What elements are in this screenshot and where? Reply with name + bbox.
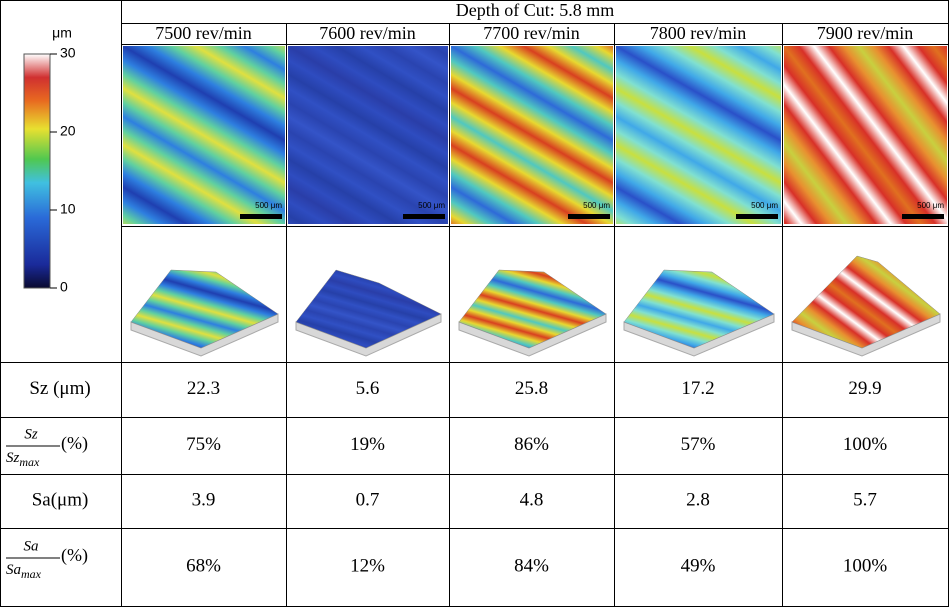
surface-map xyxy=(451,46,613,224)
cell-value: 75% xyxy=(186,434,221,455)
cell-value: 3.9 xyxy=(192,489,216,510)
colorbar xyxy=(23,53,51,289)
unit: (%) xyxy=(61,433,88,454)
colorbar-tick-label: 20 xyxy=(60,123,76,139)
column-header: 7600 rev/min xyxy=(319,23,416,43)
cell-value: 5.6 xyxy=(356,378,380,399)
cell-value: 100% xyxy=(843,434,888,455)
surface-3d xyxy=(458,269,607,349)
denominator: Szmax xyxy=(6,450,40,468)
surface-3d xyxy=(623,269,775,349)
numerator: Sa xyxy=(24,538,39,554)
cell-value: 68% xyxy=(186,555,221,576)
colorbar-tick-label: 10 xyxy=(60,201,76,217)
denominator-text: Sa xyxy=(6,562,21,578)
surface-map xyxy=(288,46,448,224)
cell-value: 0.7 xyxy=(356,489,380,510)
fraction-label: Sa Samax (%) xyxy=(6,538,88,581)
cell-value: 100% xyxy=(843,555,888,576)
scale-bar xyxy=(403,214,445,219)
numerator: Sz xyxy=(24,426,38,442)
colorbar-unit: μm xyxy=(52,25,72,41)
column-header: 7500 rev/min xyxy=(155,23,252,43)
cell-value: 49% xyxy=(681,555,716,576)
subscript: max xyxy=(19,455,40,469)
fraction-label: Sz Szmax (%) xyxy=(6,426,88,469)
surface-map xyxy=(616,46,781,224)
surface-3d xyxy=(130,269,279,349)
column-header: 7900 rev/min xyxy=(817,23,914,43)
scale-bar-label: 500 μm xyxy=(917,201,944,210)
denominator-text: Sz xyxy=(6,450,20,466)
cell-value: 57% xyxy=(681,434,716,455)
cell-value: 5.7 xyxy=(853,489,877,510)
unit: (%) xyxy=(61,545,88,566)
surface-3d xyxy=(295,269,442,349)
cell-value: 22.3 xyxy=(187,378,220,399)
colorbar-tick-label: 30 xyxy=(60,45,76,61)
cell-value: 25.8 xyxy=(515,378,548,399)
scale-bar-label: 500 μm xyxy=(255,201,282,210)
cell-value: 12% xyxy=(350,555,385,576)
denominator: Samax xyxy=(6,562,42,580)
cell-value: 17.2 xyxy=(681,378,714,399)
table-title: Depth of Cut: 5.8 mm xyxy=(456,0,615,20)
scale-bar xyxy=(240,214,282,219)
surface-map xyxy=(123,46,285,224)
scale-bar xyxy=(902,214,944,219)
scale-bar-label: 500 μm xyxy=(418,201,445,210)
cell-value: 4.8 xyxy=(520,489,544,510)
subscript: max xyxy=(21,567,42,581)
cell-value: 2.8 xyxy=(686,489,710,510)
surface-3d xyxy=(791,255,941,349)
cell-value: 29.9 xyxy=(848,378,881,399)
scale-bar-label: 500 μm xyxy=(583,201,610,210)
cell-value: 86% xyxy=(514,434,549,455)
cell-value: 84% xyxy=(514,555,549,576)
column-header: 7700 rev/min xyxy=(483,23,580,43)
cell-value: 19% xyxy=(350,434,385,455)
scale-bar xyxy=(736,214,778,219)
column-header: 7800 rev/min xyxy=(650,23,747,43)
scale-bar xyxy=(568,214,610,219)
surface-map xyxy=(784,46,947,224)
row-label: Sz (μm) xyxy=(29,378,90,399)
colorbar-tick-label: 0 xyxy=(60,279,68,295)
row-label: Sa(μm) xyxy=(32,489,89,510)
scale-bar-label: 500 μm xyxy=(751,201,778,210)
